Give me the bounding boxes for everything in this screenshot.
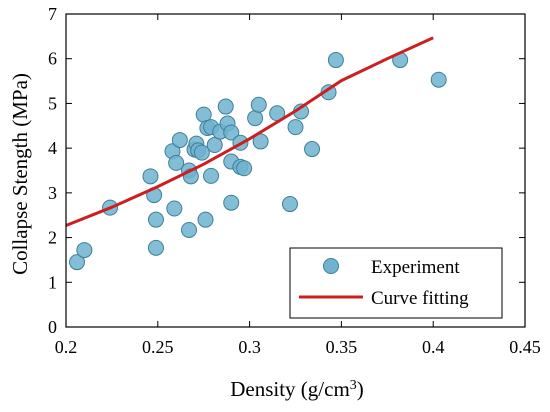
- curve-fitting-line: [65, 36, 434, 227]
- data-point: [171, 132, 188, 149]
- axes-layer: 0.2 0.25 0.3 0.35 0.4 0.45 0 1 2 3 4 5 6 7: [48, 4, 541, 357]
- data-point: [181, 221, 198, 238]
- x-tick-label: 0.3: [238, 337, 261, 357]
- legend-experiment-marker: [323, 258, 339, 274]
- legend: Experiment Curve fitting: [289, 247, 503, 319]
- x-tick-label: 0.45: [509, 337, 541, 357]
- data-point: [223, 124, 240, 141]
- data-point: [206, 137, 223, 154]
- data-point: [142, 168, 159, 185]
- data-point: [217, 98, 234, 115]
- data-point: [197, 211, 214, 228]
- data-point: [327, 52, 344, 69]
- data-point: [193, 144, 210, 161]
- data-point: [287, 119, 304, 136]
- data-point: [147, 211, 164, 228]
- data-point: [236, 160, 253, 177]
- y-tick-label: 1: [48, 272, 57, 292]
- data-point: [320, 84, 337, 101]
- data-point: [76, 242, 93, 259]
- data-point: [223, 194, 240, 211]
- data-point: [304, 141, 321, 158]
- x-tick-label: 0.25: [142, 337, 174, 357]
- y-tick-label: 2: [48, 228, 57, 248]
- x-tick-label: 0.35: [326, 337, 358, 357]
- data-point: [430, 71, 447, 88]
- data-point: [69, 254, 86, 271]
- x-tick-label: 0.2: [55, 337, 78, 357]
- plot-frame: [65, 13, 526, 328]
- plot-layer: [65, 36, 447, 271]
- legend-box: [289, 247, 503, 319]
- y-tick-label: 7: [48, 4, 57, 24]
- data-point: [281, 196, 298, 213]
- y-tick-label: 0: [48, 317, 57, 337]
- data-point: [250, 96, 267, 113]
- legend-curve-label: Curve fitting: [371, 288, 469, 309]
- y-tick-label: 6: [48, 49, 57, 69]
- y-axis-title: Collapse Stength (MPa): [8, 73, 32, 275]
- data-point: [147, 239, 164, 256]
- data-point: [252, 133, 269, 150]
- y-tick-label: 5: [48, 93, 57, 113]
- y-tick-label: 4: [48, 138, 57, 158]
- x-tick-label: 0.4: [422, 337, 445, 357]
- data-point: [168, 154, 185, 171]
- data-point: [166, 200, 183, 217]
- data-point: [203, 167, 220, 184]
- data-point: [247, 110, 264, 127]
- y-tick-label: 3: [48, 183, 57, 203]
- x-axis-title: Density (g/cm3): [230, 377, 364, 401]
- legend-experiment-label: Experiment: [371, 257, 460, 278]
